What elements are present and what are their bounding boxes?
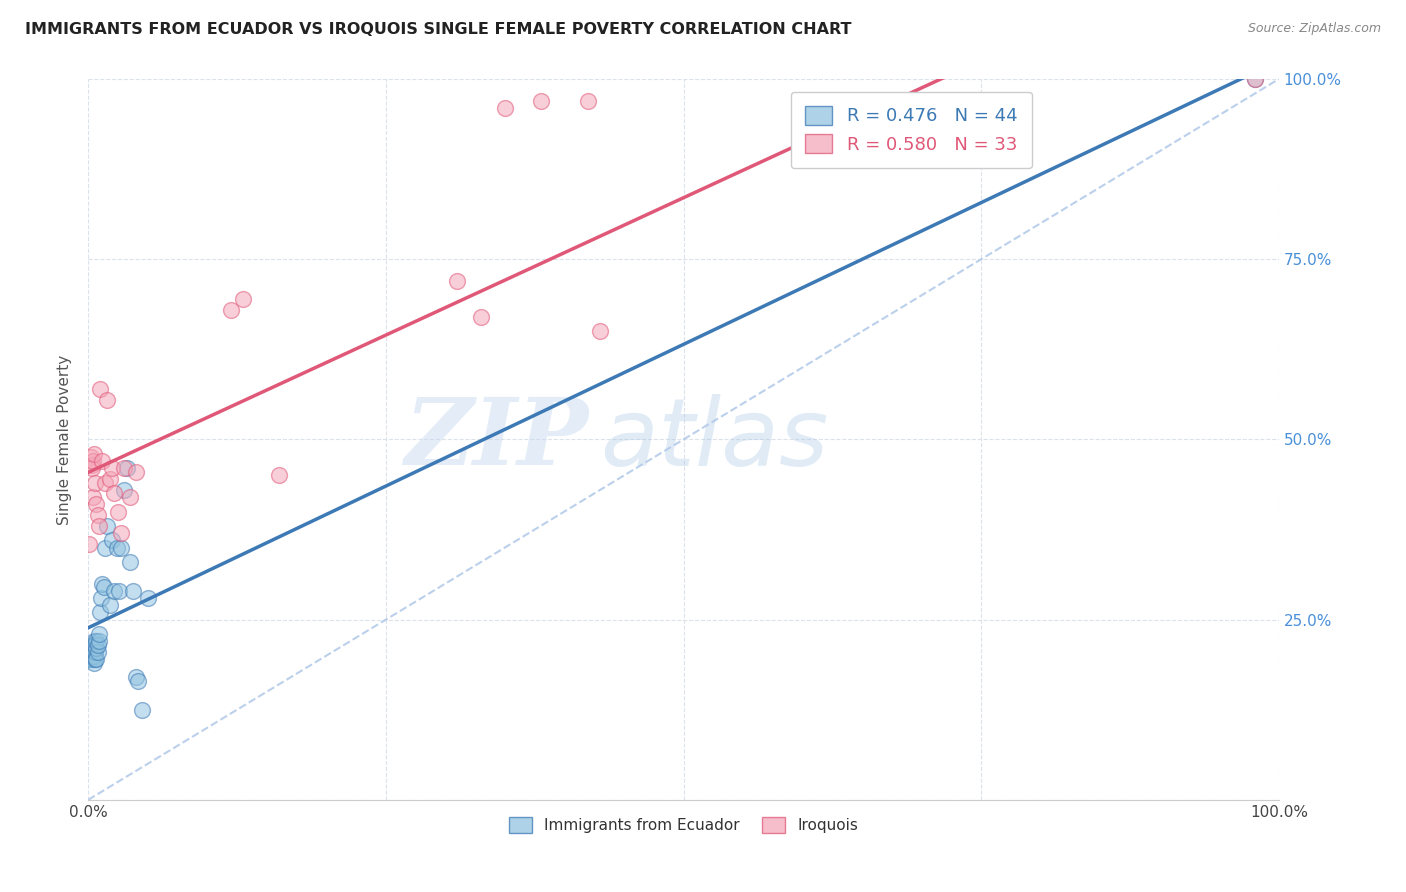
Point (103, 583, 125, 598)
Y-axis label: Single Female Poverty: Single Female Poverty (58, 354, 72, 524)
Text: IMMIGRANTS FROM ECUADOR VS IROQUOIS SINGLE FEMALE POVERTY CORRELATION CHART: IMMIGRANTS FROM ECUADOR VS IROQUOIS SING… (25, 22, 852, 37)
Point (108, 583, 131, 598)
Point (470, 310, 492, 324)
Point (84, 652, 107, 666)
Point (494, 101, 516, 115)
Point (267, 468, 290, 483)
Point (530, 94, 553, 108)
Point (122, 583, 145, 598)
Point (219, 302, 242, 317)
Point (79, 652, 101, 666)
Point (82, 645, 104, 659)
Point (80, 461, 103, 475)
Point (84, 638, 107, 652)
Point (89, 606, 111, 620)
Point (82, 638, 104, 652)
Point (86, 497, 108, 511)
Point (125, 465, 148, 479)
Point (86, 641, 108, 656)
Text: Source: ZipAtlas.com: Source: ZipAtlas.com (1247, 22, 1381, 36)
Point (125, 670, 148, 684)
Point (101, 533, 124, 548)
Point (82, 490, 104, 504)
Point (82, 454, 104, 468)
Point (87, 627, 110, 641)
Point (110, 541, 132, 555)
Point (112, 483, 135, 497)
Point (91, 576, 114, 591)
Point (79, 652, 101, 666)
Point (84, 475, 107, 490)
Point (96, 392, 118, 407)
Point (79, 450, 101, 465)
Point (87, 519, 110, 533)
Point (94, 475, 117, 490)
Point (83, 656, 105, 670)
Point (89, 382, 111, 396)
Point (79, 648, 101, 663)
Text: atlas: atlas (600, 394, 828, 485)
Point (589, 324, 612, 338)
Point (1244, 72, 1267, 87)
Point (93, 580, 115, 594)
Point (80, 645, 103, 659)
Point (83, 447, 105, 461)
Point (86, 634, 108, 648)
Point (83, 641, 105, 656)
Point (127, 673, 149, 688)
Point (83, 634, 105, 648)
Point (1244, 72, 1267, 87)
Legend: Immigrants from Ecuador, Iroquois: Immigrants from Ecuador, Iroquois (502, 811, 865, 839)
Point (80, 458, 103, 472)
Point (98, 598, 121, 612)
Point (86, 645, 108, 659)
Point (86, 638, 108, 652)
Point (232, 292, 254, 306)
Point (94, 541, 117, 555)
Text: ZIP: ZIP (404, 394, 588, 484)
Point (136, 591, 159, 605)
Point (91, 454, 114, 468)
Point (107, 504, 129, 518)
Point (86, 652, 108, 666)
Point (446, 274, 468, 288)
Point (103, 486, 125, 500)
Point (90, 591, 112, 605)
Point (87, 634, 110, 648)
Point (101, 461, 124, 475)
Point (576, 94, 599, 108)
Point (80, 638, 103, 652)
Point (118, 555, 141, 569)
Point (105, 541, 128, 555)
Point (131, 703, 153, 717)
Point (118, 490, 141, 504)
Point (84, 645, 107, 659)
Point (112, 461, 135, 475)
Point (98, 472, 121, 486)
Point (96, 519, 118, 533)
Point (110, 526, 132, 541)
Point (80, 648, 103, 663)
Point (117, 461, 139, 475)
Point (83, 648, 105, 663)
Point (79, 537, 101, 551)
Point (86, 508, 108, 522)
Point (82, 652, 104, 666)
